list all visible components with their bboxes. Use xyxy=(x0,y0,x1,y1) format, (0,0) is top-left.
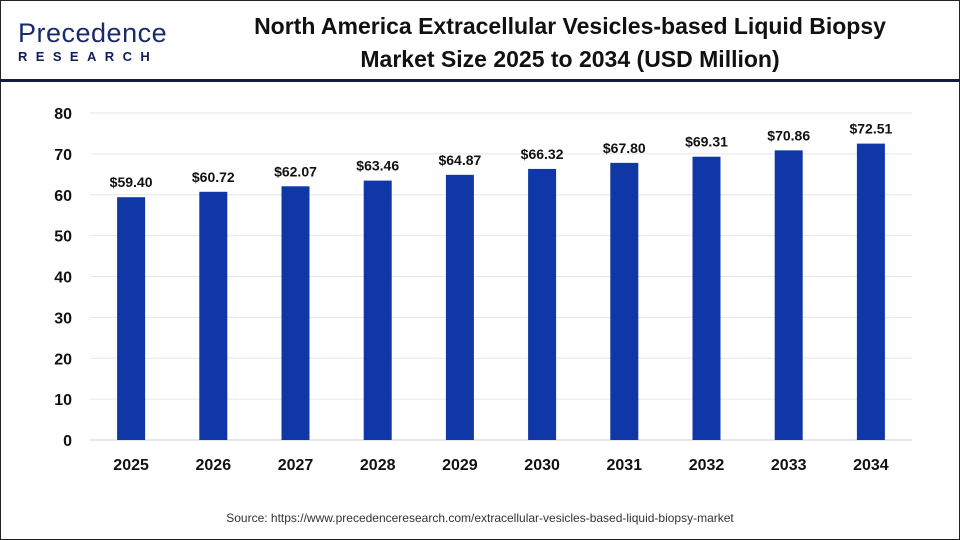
data-label: $72.51 xyxy=(849,121,892,137)
y-tick-label: 60 xyxy=(54,188,72,205)
data-label: $63.46 xyxy=(356,158,399,174)
y-tick-label: 20 xyxy=(54,351,72,368)
data-label: $59.40 xyxy=(110,174,153,190)
logo-text-bottom: RESEARCH xyxy=(18,49,159,64)
x-tick-label: 2033 xyxy=(771,457,807,474)
x-tick-label: 2029 xyxy=(442,457,478,474)
bar xyxy=(856,143,885,441)
title-line-1: North America Extracellular Vesicles-bas… xyxy=(254,13,886,39)
y-tick-label: 0 xyxy=(63,433,72,450)
logo-text-top: Precedence xyxy=(18,18,168,48)
x-tick-label: 2026 xyxy=(196,457,232,474)
source-text: Source: https://www.precedenceresearch.c… xyxy=(226,511,734,525)
chart-title: North America Extracellular Vesicles-bas… xyxy=(200,10,940,76)
x-tick-label: 2032 xyxy=(689,457,725,474)
bar xyxy=(445,174,474,440)
title-line-2: Market Size 2025 to 2034 (USD Million) xyxy=(360,46,780,72)
data-label: $62.07 xyxy=(274,163,317,179)
x-tick-label: 2028 xyxy=(360,457,396,474)
y-tick-label: 50 xyxy=(54,229,72,246)
bar xyxy=(281,186,310,440)
bar xyxy=(199,191,228,440)
data-label: $60.72 xyxy=(192,169,235,185)
y-tick-label: 70 xyxy=(54,147,72,164)
y-tick-label: 10 xyxy=(54,392,72,409)
x-tick-label: 2030 xyxy=(524,457,560,474)
header-rule xyxy=(0,79,960,82)
x-tick-label: 2031 xyxy=(607,457,643,474)
y-tick-label: 80 xyxy=(54,106,72,123)
data-label: $67.80 xyxy=(603,140,646,156)
data-label: $70.86 xyxy=(767,127,810,143)
bar xyxy=(774,150,803,441)
y-tick-label: 40 xyxy=(54,270,72,287)
y-tick-label: 30 xyxy=(54,310,72,327)
x-tick-label: 2025 xyxy=(113,457,149,474)
bar xyxy=(363,180,392,441)
data-label: $64.87 xyxy=(438,152,481,168)
x-tick-label: 2027 xyxy=(278,457,314,474)
data-label: $69.31 xyxy=(685,134,728,150)
bar xyxy=(117,197,146,440)
bar xyxy=(528,168,557,441)
logo: Precedence RESEARCH xyxy=(18,18,168,65)
data-label: $66.32 xyxy=(521,146,564,162)
bar xyxy=(692,156,721,440)
x-tick-label: 2034 xyxy=(853,457,889,474)
bar xyxy=(610,162,639,440)
